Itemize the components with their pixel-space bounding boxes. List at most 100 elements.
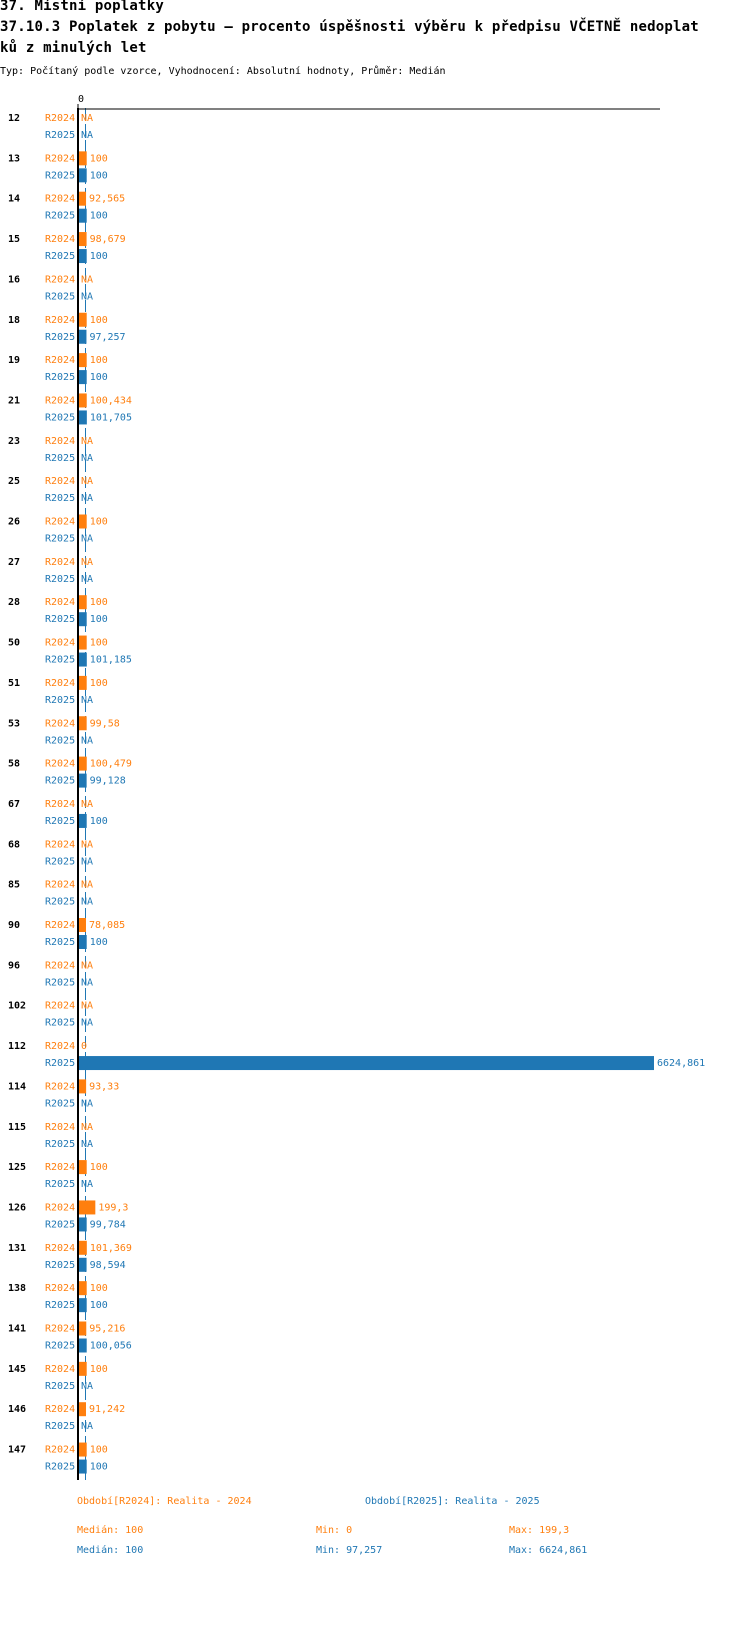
bar-r2024 <box>78 716 87 731</box>
series-label-r2025: R2025 <box>45 453 75 464</box>
value-label-r2025: 98,594 <box>90 1260 126 1271</box>
value-label-r2024: NA <box>81 960 93 971</box>
series-label-r2024: R2024 <box>45 718 75 729</box>
category-label: 138 <box>8 1283 26 1294</box>
value-label-r2025: 100,056 <box>90 1341 132 1352</box>
value-label-r2025: NA <box>81 130 93 141</box>
bar-r2024 <box>78 1442 87 1457</box>
value-label-r2025: 100 <box>90 816 108 827</box>
series-label-r2025: R2025 <box>45 493 75 504</box>
bar-r2024 <box>78 1321 87 1336</box>
value-label-r2024: 199,3 <box>98 1202 128 1213</box>
value-label-r2025: 99,784 <box>90 1219 126 1230</box>
series-label-r2024: R2024 <box>45 355 75 366</box>
series-label-r2024: R2024 <box>45 395 75 406</box>
series-label-r2025: R2025 <box>45 695 75 706</box>
value-label-r2025: NA <box>81 897 93 908</box>
category-label: 90 <box>8 920 20 931</box>
category-label: 96 <box>8 960 20 971</box>
legend-r2024-max: Max: 199,3 <box>509 1525 570 1536</box>
series-label-r2025: R2025 <box>45 1341 75 1352</box>
value-label-r2025: 100 <box>90 1462 108 1473</box>
series-label-r2024: R2024 <box>45 1202 75 1213</box>
series-label-r2025: R2025 <box>45 776 75 787</box>
value-label-r2024: NA <box>81 113 93 124</box>
category-label: 67 <box>8 799 20 810</box>
series-label-r2025: R2025 <box>45 1219 75 1230</box>
value-label-r2025: NA <box>81 291 93 302</box>
category-label: 50 <box>8 638 20 649</box>
bar-r2025 <box>78 329 87 344</box>
bar-r2025 <box>78 1459 87 1474</box>
bar-r2025 <box>78 168 87 183</box>
category-label: 147 <box>8 1445 26 1456</box>
x-tick-label: 0 <box>78 94 84 105</box>
series-label-r2025: R2025 <box>45 977 75 988</box>
category-label: 16 <box>8 274 20 285</box>
series-label-r2025: R2025 <box>45 1300 75 1311</box>
value-label-r2024: 91,242 <box>89 1404 125 1415</box>
chart-title-line2: ků z minulých let <box>0 40 147 56</box>
bar-r2024 <box>78 635 87 650</box>
series-label-r2025: R2025 <box>45 1260 75 1271</box>
value-label-r2025: 6624,861 <box>657 1058 705 1069</box>
category-label: 53 <box>8 718 20 729</box>
legend-r2025-title: Období[R2025]: Realita - 2025 <box>365 1496 540 1507</box>
legend-r2025-min: Min: 97,257 <box>316 1545 383 1556</box>
bar-r2024 <box>78 1240 87 1255</box>
category-label: 85 <box>8 880 20 891</box>
category-label: 141 <box>8 1324 26 1335</box>
bar-r2024 <box>78 191 87 206</box>
value-label-r2025: NA <box>81 493 93 504</box>
value-label-r2024: 98,679 <box>90 234 126 245</box>
value-label-r2025: 100 <box>90 614 108 625</box>
category-label: 145 <box>8 1364 26 1375</box>
category-label: 131 <box>8 1243 26 1254</box>
category-label: 13 <box>8 153 20 164</box>
value-label-r2025: 100 <box>90 937 108 948</box>
value-label-r2025: 100 <box>90 1300 108 1311</box>
series-label-r2025: R2025 <box>45 735 75 746</box>
category-label: 15 <box>8 234 20 245</box>
series-label-r2024: R2024 <box>45 557 75 568</box>
value-label-r2024: NA <box>81 476 93 487</box>
series-label-r2024: R2024 <box>45 759 75 770</box>
chart-title-line1: 37.10.3 Poplatek z pobytu – procento úsp… <box>0 19 699 35</box>
series-label-r2024: R2024 <box>45 839 75 850</box>
series-label-r2024: R2024 <box>45 1404 75 1415</box>
bar-r2025 <box>78 935 87 949</box>
series-label-r2025: R2025 <box>45 1381 75 1392</box>
value-label-r2024: 100 <box>90 597 108 608</box>
series-label-r2024: R2024 <box>45 194 75 205</box>
series-label-r2024: R2024 <box>45 1324 75 1335</box>
section-title: 37. Místní poplatky <box>0 0 164 14</box>
bar-r2025 <box>78 813 87 828</box>
bar-r2025 <box>78 773 87 788</box>
bar-r2024 <box>78 312 87 327</box>
value-label-r2024: NA <box>81 880 93 891</box>
value-label-r2025: 100 <box>90 170 108 181</box>
series-label-r2024: R2024 <box>45 799 75 810</box>
series-label-r2024: R2024 <box>45 1081 75 1092</box>
value-label-r2024: 99,58 <box>90 718 120 729</box>
bar-r2025 <box>78 1257 87 1272</box>
value-label-r2025: 101,705 <box>90 412 132 423</box>
category-label: 51 <box>8 678 20 689</box>
bar-r2025 <box>78 410 87 425</box>
value-label-r2024: NA <box>81 436 93 447</box>
value-label-r2024: 100,479 <box>90 759 132 770</box>
bar-r2024 <box>78 232 87 247</box>
series-label-r2025: R2025 <box>45 291 75 302</box>
series-label-r2024: R2024 <box>45 638 75 649</box>
series-label-r2024: R2024 <box>45 880 75 891</box>
value-label-r2024: 100 <box>90 678 108 689</box>
series-label-r2024: R2024 <box>45 960 75 971</box>
category-label: 146 <box>8 1404 26 1415</box>
value-label-r2025: NA <box>81 1381 93 1392</box>
category-label: 28 <box>8 597 20 608</box>
series-label-r2024: R2024 <box>45 274 75 285</box>
series-label-r2024: R2024 <box>45 1001 75 1012</box>
value-label-r2025: NA <box>81 1421 93 1432</box>
series-label-r2025: R2025 <box>45 211 75 222</box>
series-label-r2025: R2025 <box>45 937 75 948</box>
